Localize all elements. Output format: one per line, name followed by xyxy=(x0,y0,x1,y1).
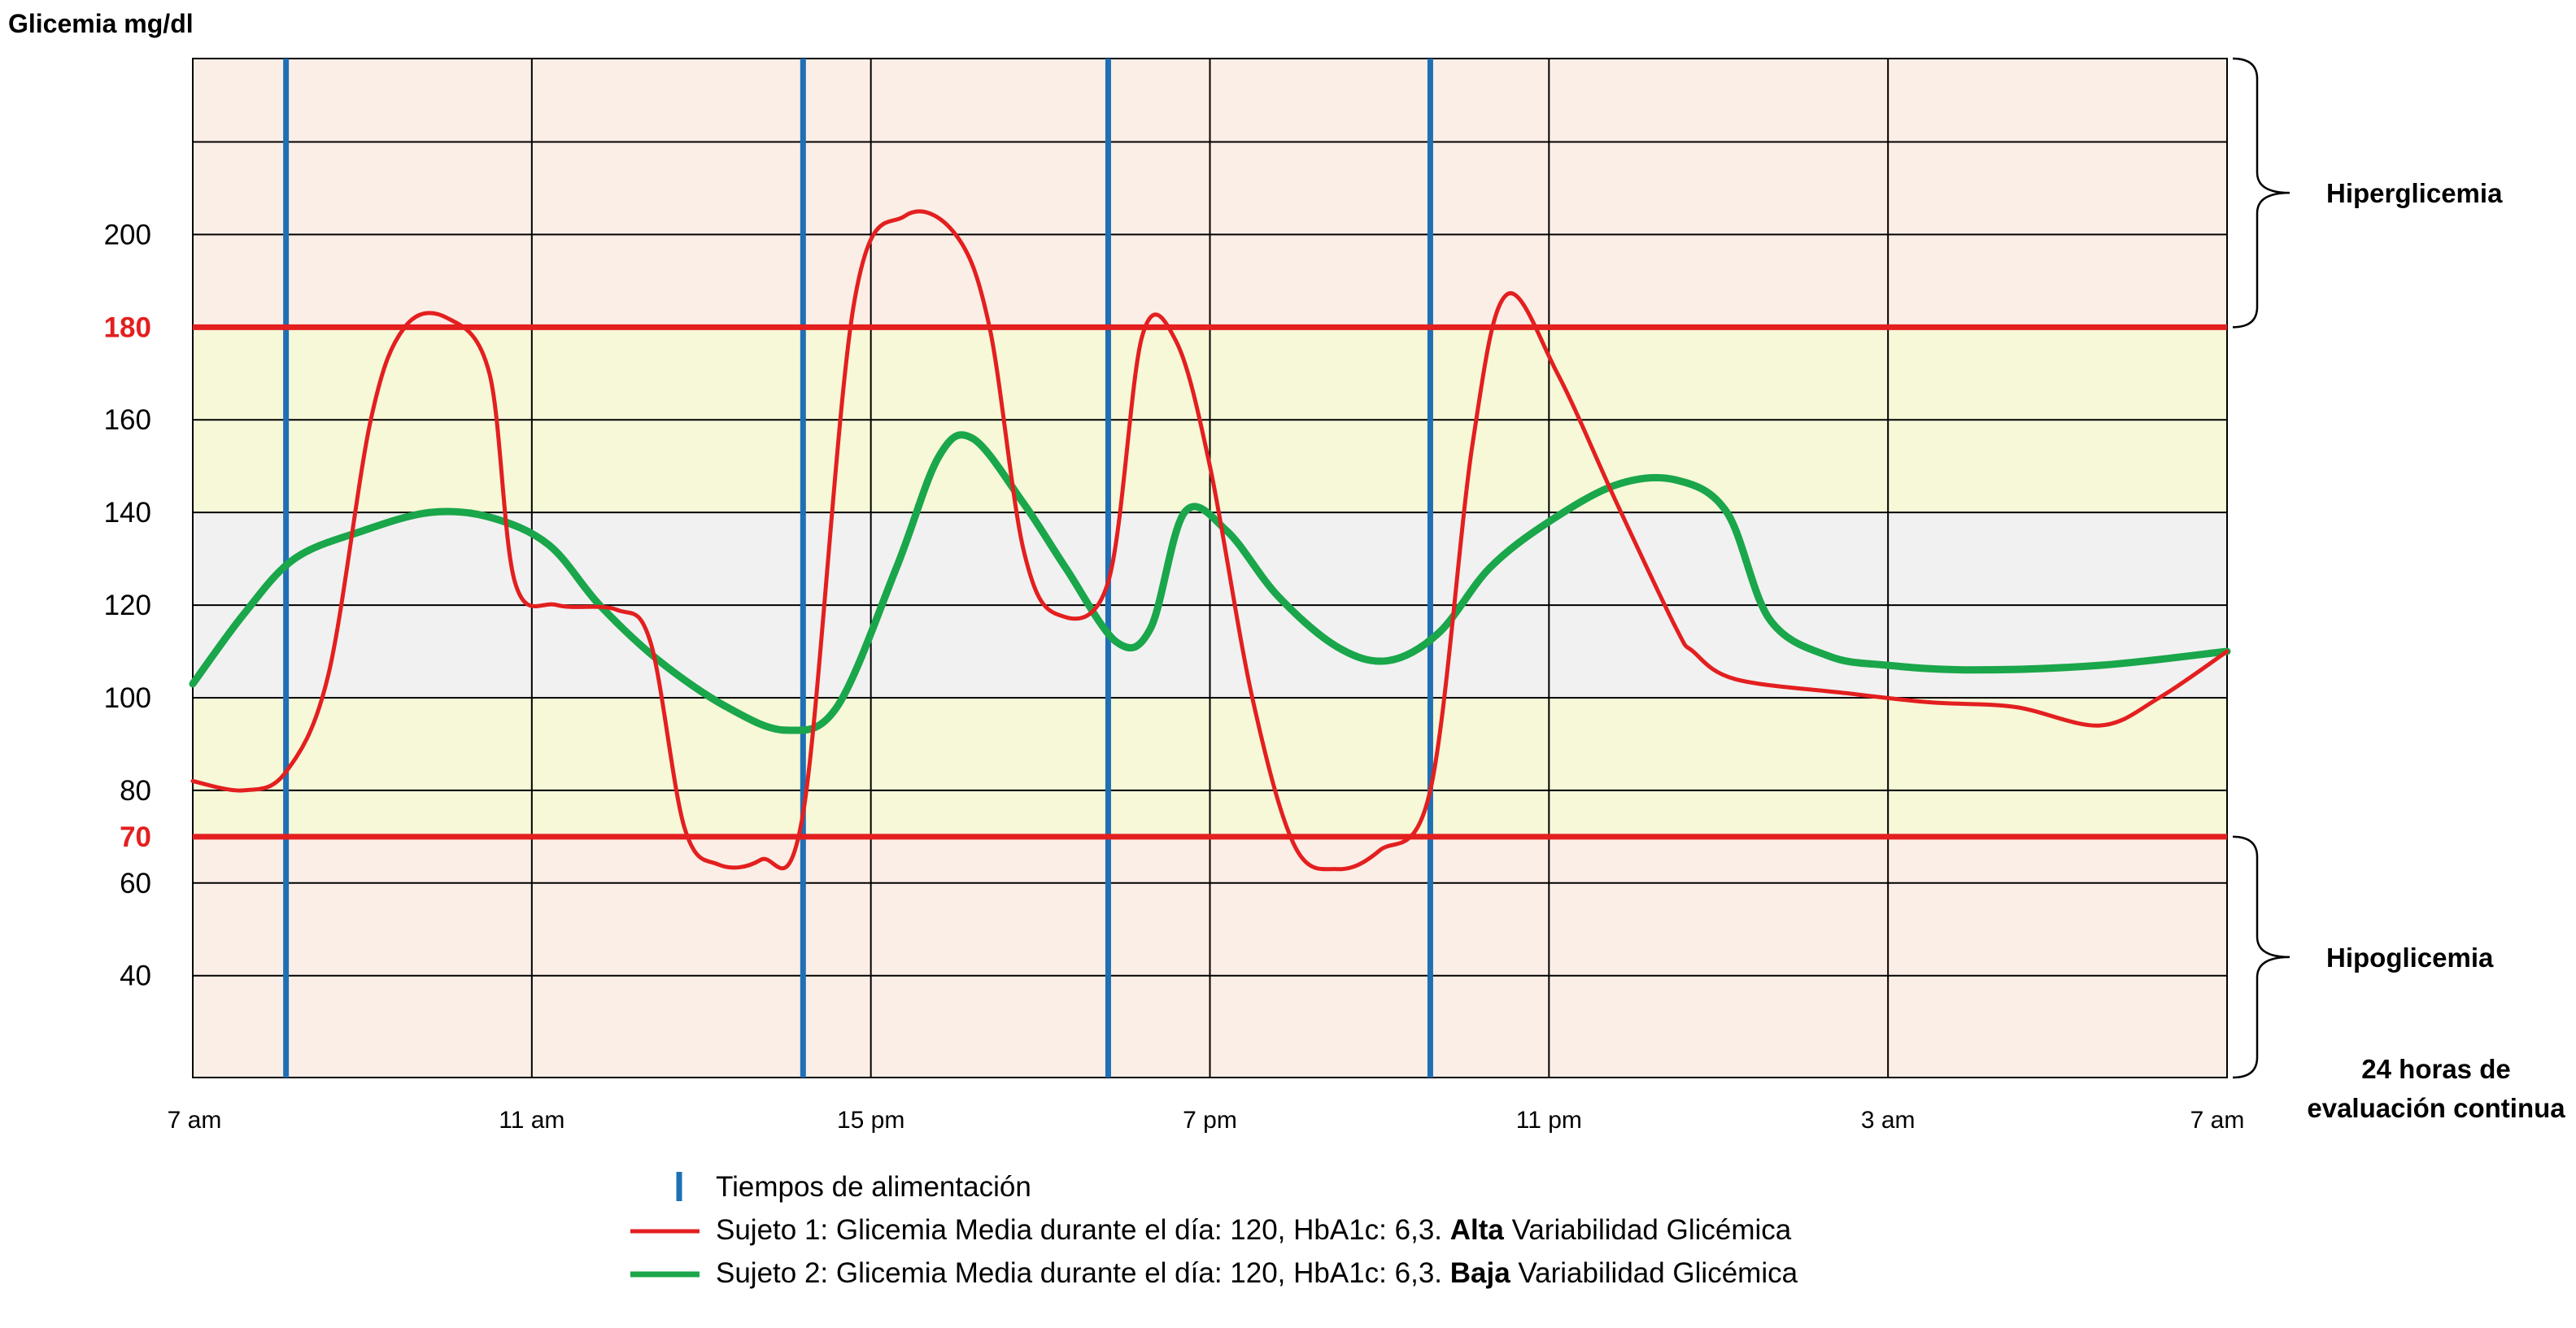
y-tick-label: 160 xyxy=(104,404,151,436)
y-tick-label: 180 xyxy=(104,311,151,343)
x-tick-label: 11 am xyxy=(499,1107,564,1134)
y-tick-label: 140 xyxy=(104,497,151,529)
legend-entry: Tiempos de alimentación xyxy=(716,1171,1031,1203)
zone-brace-hiperglicemia xyxy=(2232,57,2291,329)
legend-text: Variabilidad Glicémica xyxy=(1504,1214,1792,1246)
y-tick-label: 200 xyxy=(104,219,151,250)
legend-text: Sujeto 2: Glicemia Media durante el día:… xyxy=(716,1257,1450,1289)
y-tick-label: 60 xyxy=(120,868,151,899)
y-tick-label: 70 xyxy=(120,821,151,853)
series-line-sujeto-1 xyxy=(190,209,2229,872)
zone-label-hiperglicemia: Hiperglicemia xyxy=(2326,178,2503,208)
plot-frame xyxy=(192,58,2228,1078)
x-tick-label: 7 am xyxy=(168,1107,222,1134)
legend-text: Variabilidad Glicémica xyxy=(1510,1257,1798,1289)
y-tick-label: 80 xyxy=(120,775,151,807)
x-tick-label: 3 am xyxy=(1861,1107,1916,1134)
legend-text: Sujeto 1: Glicemia Media durante el día:… xyxy=(716,1214,1450,1246)
legend-text: Tiempos de alimentación xyxy=(716,1171,1031,1203)
legend-emphasis: Alta xyxy=(1450,1214,1505,1246)
x-axis-title-line: evaluación continua xyxy=(2307,1093,2565,1123)
x-tick-label: 11 pm xyxy=(1516,1107,1582,1134)
x-tick-label: 15 pm xyxy=(837,1107,904,1134)
x-tick-label: 7 am xyxy=(2190,1107,2245,1134)
y-tick-label: 120 xyxy=(104,590,151,621)
y-tick-label: 40 xyxy=(120,960,151,992)
x-axis-title-line: 24 horas de xyxy=(2361,1054,2510,1084)
legend-entry: Sujeto 1: Glicemia Media durante el día:… xyxy=(716,1214,1792,1246)
legend-emphasis: Baja xyxy=(1450,1257,1510,1289)
zone-label-hipoglicemia: Hipoglicemia xyxy=(2326,943,2494,973)
y-axis-title: Glicemia mg/dl xyxy=(8,9,194,38)
x-tick-label: 7 pm xyxy=(1183,1107,1237,1134)
series-line-sujeto-2 xyxy=(189,431,2231,734)
zone-brace-hipoglicemia xyxy=(2232,835,2291,1079)
legend-entry: Sujeto 2: Glicemia Media durante el día:… xyxy=(716,1257,1798,1289)
y-tick-label: 100 xyxy=(104,682,151,714)
